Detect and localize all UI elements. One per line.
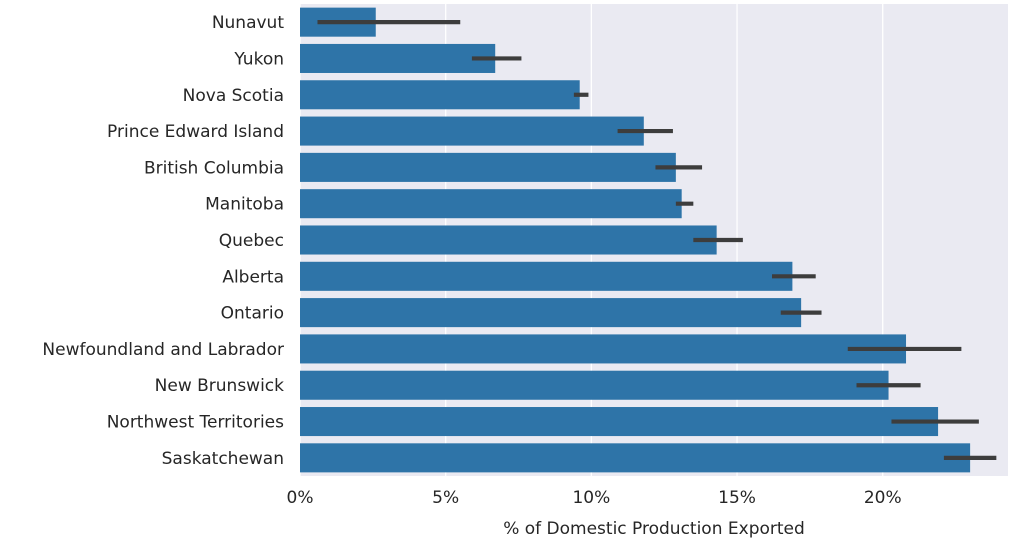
- bar: [300, 225, 717, 255]
- bar: [300, 407, 939, 437]
- y-tick-label: Ontario: [221, 304, 284, 324]
- bars: [300, 7, 971, 473]
- x-tick-label: 15%: [718, 488, 756, 508]
- y-tick-label: Alberta: [222, 267, 284, 287]
- y-tick-label: Saskatchewan: [162, 449, 284, 469]
- x-tick-label: 20%: [864, 488, 902, 508]
- bar: [300, 189, 682, 219]
- y-tick-label: Yukon: [233, 49, 284, 69]
- y-tick-label: Nova Scotia: [183, 86, 284, 106]
- bar: [300, 334, 907, 364]
- y-tick-labels: Nunavut Yukon Nova Scotia Prince Edward Isl…: [42, 13, 284, 469]
- y-tick-label: Prince Edward Island: [107, 122, 284, 142]
- bar: [300, 152, 676, 182]
- y-tick-label: Northwest Territories: [107, 413, 284, 433]
- y-tick-label: Quebec: [219, 231, 284, 251]
- bar: [300, 298, 802, 328]
- y-tick-label: Manitoba: [205, 195, 284, 215]
- bar: [300, 370, 889, 400]
- bar: [300, 261, 793, 291]
- x-tick-label: 0%: [287, 488, 314, 508]
- bar: [300, 443, 971, 473]
- bar: [300, 116, 644, 146]
- y-tick-label: Nunavut: [212, 13, 285, 33]
- y-tick-label: British Columbia: [144, 158, 284, 178]
- x-axis-title: % of Domestic Production Exported: [503, 519, 805, 539]
- x-tick-labels: 0% 5% 10% 15% 20%: [287, 488, 902, 508]
- y-tick-label: New Brunswick: [155, 376, 285, 396]
- error-bars: [317, 20, 997, 460]
- bar: [300, 80, 580, 110]
- x-tick-label: 5%: [432, 488, 459, 508]
- y-tick-label: Newfoundland and Labrador: [42, 340, 284, 360]
- x-tick-label: 10%: [572, 488, 610, 508]
- bar: [300, 43, 496, 73]
